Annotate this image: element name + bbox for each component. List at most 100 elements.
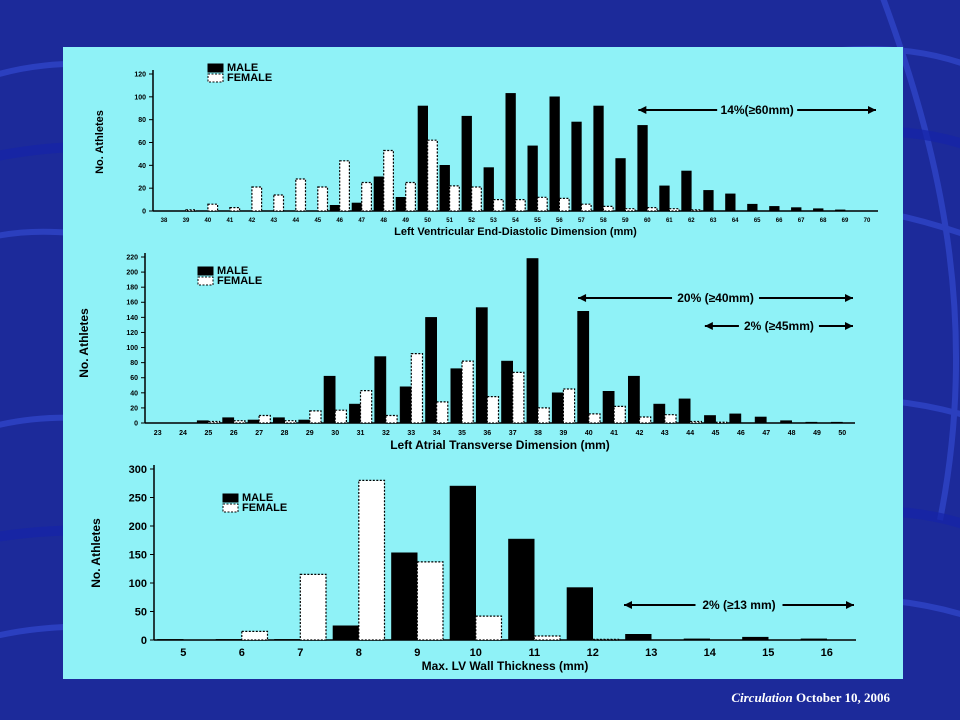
y-axis-title: No. Athletes: [77, 308, 91, 378]
x-tick-label: 44: [292, 218, 299, 224]
x-tick-label: 52: [468, 218, 475, 224]
bar-female-9: [416, 561, 444, 641]
y-tick-label: 250: [129, 492, 147, 504]
bar-male-49: [395, 197, 406, 212]
bar-male-62: [681, 170, 692, 212]
y-tick-label: 140: [126, 315, 138, 322]
y-tick-label: 100: [126, 345, 138, 352]
x-tick-label: 13: [645, 647, 657, 659]
bar-male-66: [769, 206, 780, 212]
lv-wall-thickness-chart: 0 50 100 150 200 250 300 5 6 7 8 9 10 11 12 13 14 15 16 Max…: [89, 464, 856, 673]
x-tick-label: 23: [154, 430, 162, 437]
bar-female-25: [207, 420, 221, 424]
bar-female-43: [664, 414, 677, 424]
bar-male-36: [475, 307, 488, 424]
bar-male-35: [450, 368, 463, 424]
legend-label-female: FEMALE: [242, 502, 287, 514]
bar-male-48: [373, 176, 384, 212]
bar-female-35: [461, 360, 474, 424]
x-tick-label: 59: [622, 218, 629, 224]
x-tick-label: 40: [205, 218, 212, 224]
bar-female-7: [299, 573, 327, 641]
bar-male-46: [729, 413, 742, 424]
y-tick-label: 150: [129, 549, 147, 561]
x-tick-label: 66: [776, 218, 783, 224]
legend-swatch-female: [222, 503, 239, 513]
bar-female-40: [207, 203, 219, 212]
x-tick-label: 38: [534, 430, 542, 437]
bar-female-52: [471, 186, 482, 212]
bar-male-13: [625, 634, 652, 641]
x-tick-label: 5: [180, 647, 186, 659]
bar-female-43: [273, 194, 285, 212]
x-tick-label: 15: [762, 647, 774, 659]
bar-male-57: [571, 121, 582, 212]
x-tick-label: 49: [813, 430, 821, 437]
legend-label-female: FEMALE: [227, 72, 272, 84]
x-tick-label: 63: [710, 218, 717, 224]
bar-female-50: [427, 139, 438, 212]
y-tick-label: 50: [135, 606, 147, 618]
annotation-arrow-head-right: [846, 601, 854, 609]
bar-female-27: [258, 414, 271, 424]
x-tick-label: 54: [512, 218, 519, 224]
x-tick-label: 31: [357, 430, 365, 437]
x-tick-label: 14: [704, 647, 717, 659]
x-tick-label: 36: [483, 430, 491, 437]
bar-male-10: [449, 485, 477, 641]
bar-male-33: [399, 386, 412, 424]
legend-swatch-female: [207, 73, 224, 83]
bar-male-40: [577, 311, 590, 424]
bar-female-51: [449, 185, 460, 212]
annotation-arrow-head-right: [845, 294, 853, 302]
x-tick-label: 53: [490, 218, 497, 224]
x-axis-title: Max. LV Wall Thickness (mm): [422, 659, 589, 673]
bar-female-45: [317, 186, 329, 212]
bar-female-55: [536, 196, 548, 212]
bar-male-67: [791, 207, 802, 212]
x-tick-label: 28: [281, 430, 289, 437]
x-tick-label: 45: [314, 218, 321, 224]
x-tick-label: 27: [255, 430, 263, 437]
y-tick-label: 80: [130, 360, 138, 367]
bar-female-8: [358, 479, 386, 641]
x-tick-label: 24: [179, 430, 187, 437]
bar-male-68: [813, 208, 824, 212]
x-tick-label: 38: [161, 218, 168, 224]
legend-swatch-male: [222, 493, 239, 503]
bar-male-63: [703, 190, 714, 212]
y-tick-label: 0: [134, 420, 138, 427]
legend-label-male: MALE: [242, 492, 273, 504]
bar-female-34: [436, 401, 449, 424]
y-tick-label: 300: [129, 464, 147, 476]
legend-label-male: MALE: [217, 265, 248, 277]
bar-female-53: [492, 199, 504, 212]
bar-male-49: [805, 421, 818, 424]
bar-male-37: [501, 360, 513, 424]
y-tick-label: 100: [134, 94, 146, 101]
bar-male-61: [659, 185, 670, 212]
annotation-arrow-head-right: [868, 106, 876, 114]
citation-journal: Circulation: [731, 690, 793, 705]
x-tick-label: 70: [864, 218, 871, 224]
bar-female-12: [592, 638, 620, 641]
y-tick-label: 100: [129, 578, 147, 590]
bar-male-34: [425, 317, 437, 424]
bar-female-41: [613, 405, 626, 424]
annotation-arrow-head-left: [638, 106, 647, 114]
y-tick-label: 20: [138, 186, 146, 193]
bar-male-65: [747, 203, 758, 212]
x-tick-label: 9: [414, 647, 420, 659]
legend-label-male: MALE: [227, 62, 258, 74]
bar-male-58: [593, 105, 604, 212]
x-tick-label: 69: [842, 218, 849, 224]
annotation-label: 14%(≥60mm): [721, 103, 794, 117]
bar-male-46: [329, 205, 341, 212]
x-tick-label: 55: [534, 218, 541, 224]
bar-male-27: [247, 419, 260, 424]
bar-female-32: [385, 414, 398, 424]
bar-female-42: [251, 186, 263, 212]
x-tick-label: 39: [560, 430, 568, 437]
bar-male-47: [754, 416, 767, 424]
bar-male-50: [417, 105, 428, 212]
